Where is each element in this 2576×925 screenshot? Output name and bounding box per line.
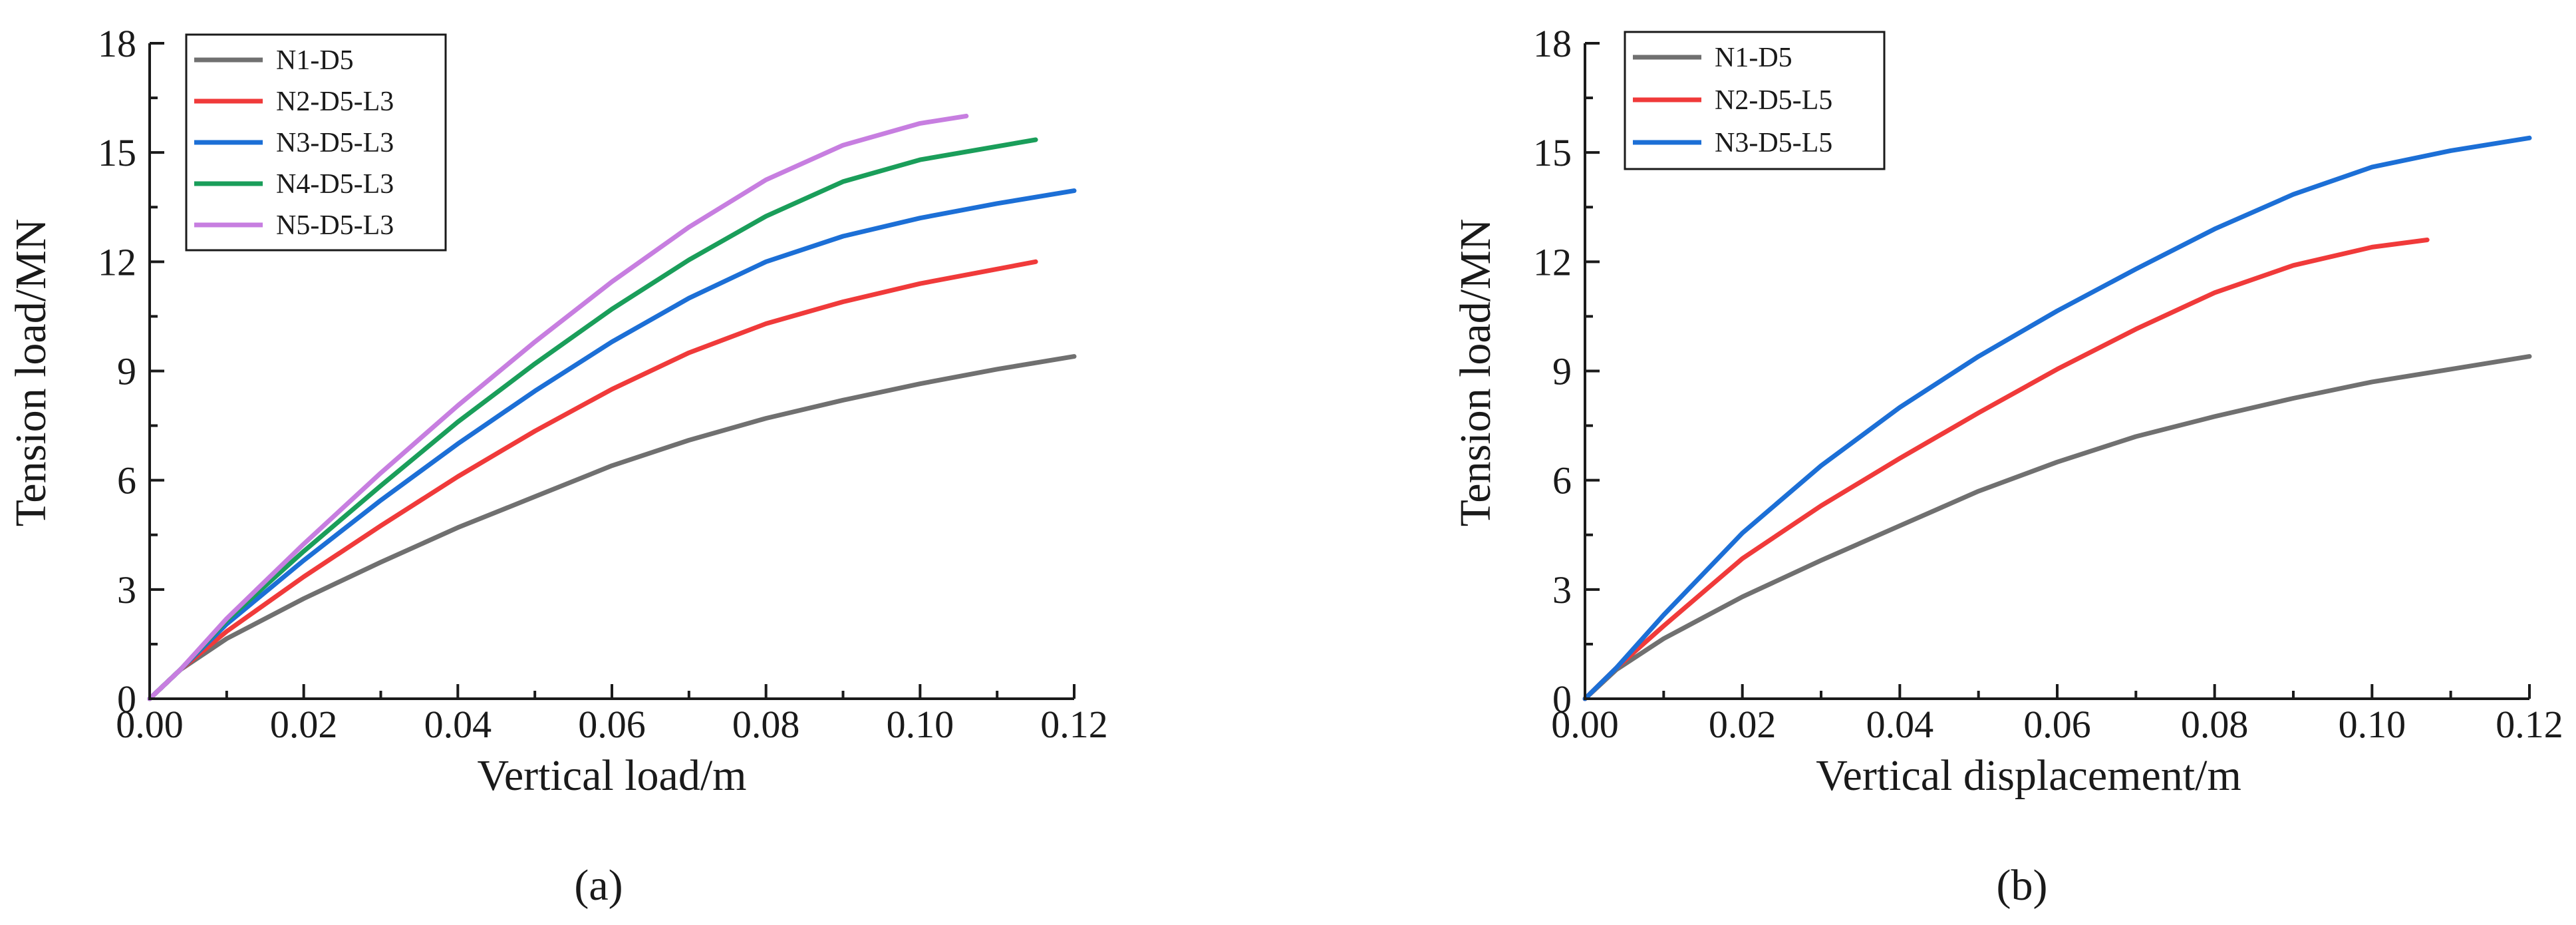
- legend-label: N3-D5-L5: [1715, 128, 1832, 158]
- x-tick-label: 0.12: [1040, 703, 1108, 746]
- y-tick-label: 18: [98, 22, 136, 65]
- x-tick-label: 0.10: [2339, 703, 2406, 746]
- y-tick-label: 0: [1552, 677, 1572, 721]
- series-line-n5-d5-l3: [147, 113, 969, 701]
- x-tick-label: 0.04: [424, 703, 492, 746]
- x-tick-label: 0.00: [116, 703, 184, 746]
- y-tick-label: 6: [117, 459, 136, 502]
- legend-label: N2-D5-L5: [1715, 85, 1832, 116]
- x-tick-label: 0.00: [1551, 703, 1619, 746]
- y-tick-label: 18: [1533, 22, 1572, 65]
- y-tick-label: 6: [1552, 459, 1572, 502]
- series-line-n1-d5: [1582, 354, 2532, 701]
- y-tick-label: 3: [117, 568, 136, 612]
- series-line-n2-d5-l5: [1582, 238, 2430, 701]
- legend-label: N1-D5: [276, 45, 354, 76]
- x-tick-label: 0.06: [578, 703, 646, 746]
- chart-panel-b: 0.00 0.02 0.04 0.06 0.08 0.10 0.12 0 3 6 9 12 15 18 N…: [1451, 22, 2563, 910]
- chart-panel-a: 0.00 0.02 0.04 0.06 0.08 0.10 0.12 0 3 6 9 12 15 18 N…: [7, 22, 1108, 910]
- y-tick-label: 9: [117, 350, 136, 393]
- y-axis-title: Tension load/MN: [7, 219, 55, 527]
- x-tick-label: 0.06: [2023, 703, 2091, 746]
- x-axis-title: Vertical displacement/m: [1816, 751, 2241, 800]
- legend-label: N3-D5-L3: [276, 128, 394, 158]
- legend: N1-D5 N2-D5-L5 N3-D5-L5: [1624, 31, 1886, 170]
- y-axis-title: Tension load/MN: [1451, 219, 1500, 527]
- series-line-n2-d5-l3: [147, 259, 1038, 701]
- y-tick-label: 12: [98, 240, 136, 283]
- legend-label: N5-D5-L3: [276, 210, 394, 241]
- x-tick-label: 0.02: [1709, 703, 1777, 746]
- legend-label: N2-D5-L3: [276, 87, 394, 117]
- series-line-n3-d5-l5: [1582, 135, 2532, 701]
- legend: N1-D5 N2-D5-L3 N3-D5-L3 N4-D5-L3 N5-D5-L3: [185, 33, 447, 252]
- y-tick-label: 0: [117, 677, 136, 721]
- y-tick-label: 15: [1533, 131, 1572, 174]
- legend-label: N4-D5-L3: [276, 169, 394, 200]
- x-tick-label: 0.08: [732, 703, 800, 746]
- x-axis-title: Vertical load/m: [477, 751, 746, 800]
- series-line-n3-d5-l3: [147, 188, 1077, 701]
- y-tick-label: 12: [1533, 240, 1572, 283]
- x-tick-label: 0.04: [1866, 703, 1934, 746]
- panel-label: (a): [574, 861, 623, 910]
- x-tick-label: 0.10: [887, 703, 954, 746]
- x-tick-label: 0.02: [270, 703, 338, 746]
- y-tick-label: 15: [98, 131, 136, 174]
- panel-label: (b): [1997, 861, 2048, 910]
- series-line-n1-d5: [147, 354, 1077, 701]
- legend-label: N1-D5: [1715, 43, 1792, 73]
- x-tick-label: 0.08: [2181, 703, 2249, 746]
- x-tick-label: 0.12: [2496, 703, 2563, 746]
- y-tick-label: 9: [1552, 350, 1572, 393]
- y-tick-label: 3: [1552, 568, 1572, 612]
